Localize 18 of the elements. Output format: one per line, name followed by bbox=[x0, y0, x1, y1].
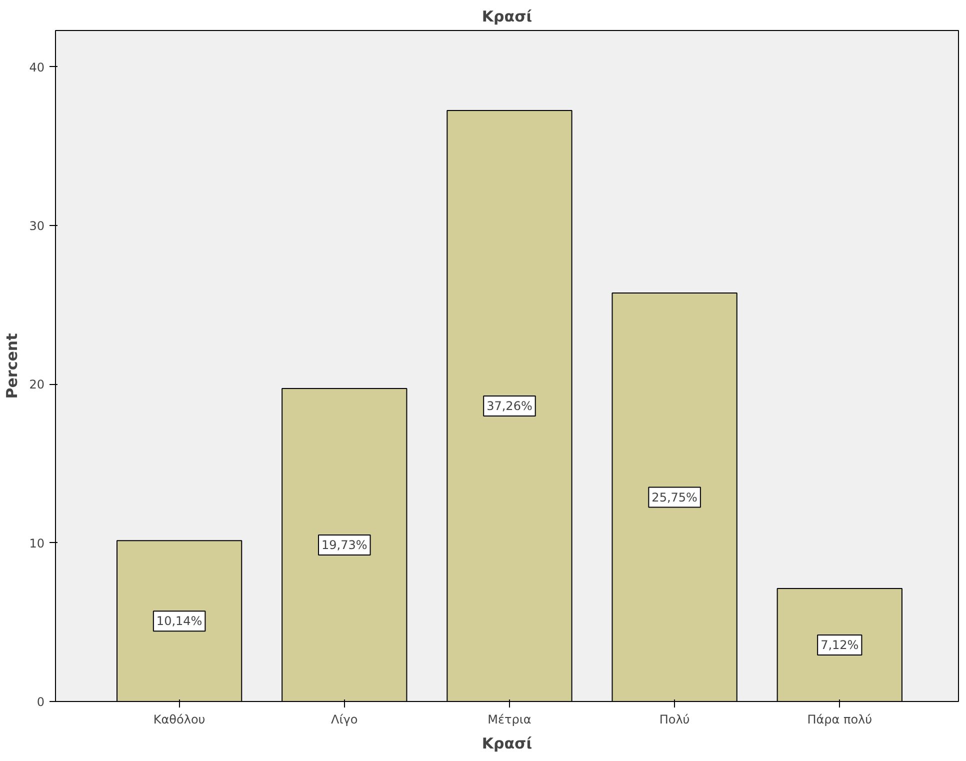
y-axis-title: Percent bbox=[3, 333, 22, 399]
data-label: 19,73% bbox=[322, 538, 368, 552]
x-tick-label: Μέτρια bbox=[488, 712, 532, 726]
x-tick-label: Πολύ bbox=[659, 712, 690, 726]
data-label: 25,75% bbox=[652, 490, 698, 504]
y-tick-label: 10 bbox=[29, 536, 45, 550]
data-label: 7,12% bbox=[820, 638, 859, 652]
x-tick-label: Λίγο bbox=[331, 712, 358, 726]
y-tick-label: 0 bbox=[36, 695, 45, 709]
x-tick-label: Πάρα πολύ bbox=[807, 712, 872, 726]
chart-title: Κρασί bbox=[482, 8, 532, 26]
x-tick-label: Καθόλου bbox=[153, 712, 206, 726]
x-axis-title: Κρασί bbox=[482, 734, 532, 752]
y-tick-label: 30 bbox=[29, 219, 45, 234]
y-tick-label: 20 bbox=[29, 378, 45, 392]
data-label: 10,14% bbox=[156, 614, 202, 628]
data-label: 37,26% bbox=[486, 398, 532, 413]
y-tick-label: 40 bbox=[29, 60, 45, 74]
